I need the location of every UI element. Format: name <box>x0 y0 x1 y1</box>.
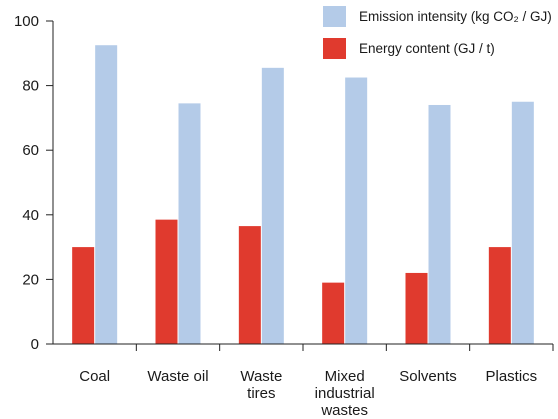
legend-label: Emission intensity (kg CO₂ / GJ) <box>359 9 552 24</box>
y-tick-label: 20 <box>22 271 39 288</box>
y-tick-label: 100 <box>14 13 39 30</box>
y-tick-label: 60 <box>22 142 39 159</box>
bar-emission-intensity <box>511 101 534 344</box>
x-category-label: tires <box>247 385 275 402</box>
x-category-label: Mixed <box>325 368 365 385</box>
bar-energy-content <box>72 247 95 344</box>
y-tick-label: 0 <box>31 336 39 353</box>
bar-emission-intensity <box>345 77 368 345</box>
bar-energy-content <box>155 219 178 344</box>
x-category-label: Solvents <box>399 368 457 385</box>
bar-emission-intensity <box>428 104 451 344</box>
y-axis: 0 20 40 60 80 100 <box>14 13 54 353</box>
legend-swatch <box>323 6 346 27</box>
legend-label: Energy content (GJ / t) <box>359 41 495 56</box>
x-category-label: Coal <box>79 368 110 385</box>
x-category-label: Plastics <box>485 368 537 385</box>
legend: Emission intensity (kg CO₂ / GJ) Energy c… <box>323 6 552 59</box>
y-tick-label: 40 <box>22 207 39 224</box>
y-tick-label: 80 <box>22 78 39 95</box>
legend-swatch <box>323 38 346 59</box>
bar-energy-content <box>405 272 428 344</box>
bars <box>72 45 534 345</box>
bar-energy-content <box>322 282 345 344</box>
x-category-label: industrial <box>315 385 375 402</box>
bar-energy-content <box>488 247 511 344</box>
x-category-label: wastes <box>320 402 368 419</box>
bar-emission-intensity <box>178 103 201 345</box>
bar-emission-intensity <box>261 67 284 345</box>
bar-energy-content <box>238 226 261 344</box>
x-category-label: Waste oil <box>147 368 208 385</box>
bar-emission-intensity <box>95 45 118 344</box>
x-category-label: Waste <box>240 368 282 385</box>
